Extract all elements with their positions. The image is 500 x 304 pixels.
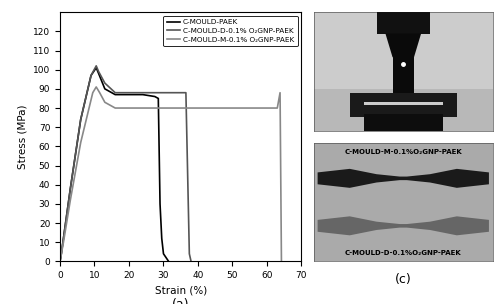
C-MOULD-M-0.1% O₂GNP-PAEK xyxy=(112,106,118,110)
Text: (c): (c) xyxy=(395,273,411,286)
C-MOULD-D-0.1% O₂GNP-PAEK xyxy=(60,237,66,240)
C-MOULD-PAEK xyxy=(160,252,166,256)
C-MOULD-PAEK xyxy=(159,237,165,240)
Line: C-MOULD-M-0.1% O₂GNP-PAEK: C-MOULD-M-0.1% O₂GNP-PAEK xyxy=(60,87,282,261)
C-MOULD-PAEK xyxy=(157,202,163,206)
C-MOULD-PAEK xyxy=(102,87,108,91)
C-MOULD-M-0.1% O₂GNP-PAEK xyxy=(96,91,102,95)
C-MOULD-D-0.1% O₂GNP-PAEK xyxy=(140,91,146,95)
Legend: C-MOULD-PAEK, C-MOULD-D-0.1% O₂GNP-PAEK, C-MOULD-M-0.1% O₂GNP-PAEK: C-MOULD-PAEK, C-MOULD-D-0.1% O₂GNP-PAEK,… xyxy=(164,16,298,46)
C-MOULD-D-0.1% O₂GNP-PAEK xyxy=(174,91,180,95)
C-MOULD-PAEK xyxy=(57,260,63,263)
Bar xyxy=(314,12,492,89)
C-MOULD-M-0.1% O₂GNP-PAEK xyxy=(58,254,64,257)
C-MOULD-PAEK xyxy=(112,93,118,96)
C-MOULD-D-0.1% O₂GNP-PAEK xyxy=(183,91,189,95)
C-MOULD-PAEK xyxy=(93,66,99,70)
Polygon shape xyxy=(386,33,421,57)
C-MOULD-M-0.1% O₂GNP-PAEK xyxy=(90,91,96,95)
C-MOULD-M-0.1% O₂GNP-PAEK xyxy=(126,106,132,110)
C-MOULD-PAEK xyxy=(152,95,158,98)
C-MOULD-PAEK xyxy=(88,74,94,77)
Bar xyxy=(376,12,430,33)
C-MOULD-M-0.1% O₂GNP-PAEK xyxy=(102,100,108,104)
C-MOULD-M-0.1% O₂GNP-PAEK xyxy=(143,106,149,110)
C-MOULD-M-0.1% O₂GNP-PAEK xyxy=(274,106,280,110)
C-MOULD-D-0.1% O₂GNP-PAEK xyxy=(157,91,163,95)
C-MOULD-M-0.1% O₂GNP-PAEK xyxy=(246,106,252,110)
C-MOULD-M-0.1% O₂GNP-PAEK xyxy=(195,106,201,110)
C-MOULD-M-0.1% O₂GNP-PAEK xyxy=(230,106,235,110)
Line: C-MOULD-PAEK: C-MOULD-PAEK xyxy=(60,68,168,261)
Bar xyxy=(392,57,414,95)
C-MOULD-M-0.1% O₂GNP-PAEK xyxy=(68,198,73,202)
Polygon shape xyxy=(318,169,489,188)
C-MOULD-D-0.1% O₂GNP-PAEK xyxy=(186,252,192,256)
C-MOULD-D-0.1% O₂GNP-PAEK xyxy=(58,254,64,257)
C-MOULD-D-0.1% O₂GNP-PAEK xyxy=(96,70,102,74)
C-MOULD-M-0.1% O₂GNP-PAEK xyxy=(178,106,184,110)
C-MOULD-PAEK xyxy=(68,187,73,190)
C-MOULD-M-0.1% O₂GNP-PAEK xyxy=(57,260,63,263)
Text: C-MOULD-D-0.1%O₂GNP-PAEK: C-MOULD-D-0.1%O₂GNP-PAEK xyxy=(345,250,462,255)
X-axis label: Strain (%): Strain (%) xyxy=(154,286,207,296)
C-MOULD-M-0.1% O₂GNP-PAEK xyxy=(212,106,218,110)
Bar xyxy=(364,102,442,105)
C-MOULD-M-0.1% O₂GNP-PAEK xyxy=(277,91,283,95)
C-MOULD-M-0.1% O₂GNP-PAEK xyxy=(78,141,84,144)
C-MOULD-D-0.1% O₂GNP-PAEK xyxy=(188,260,194,263)
C-MOULD-M-0.1% O₂GNP-PAEK xyxy=(278,260,284,263)
C-MOULD-M-0.1% O₂GNP-PAEK xyxy=(60,240,66,244)
C-MOULD-M-0.1% O₂GNP-PAEK xyxy=(264,106,270,110)
Bar xyxy=(350,93,457,117)
C-MOULD-D-0.1% O₂GNP-PAEK xyxy=(93,64,99,68)
Text: (a): (a) xyxy=(172,298,190,304)
C-MOULD-PAEK xyxy=(58,254,64,257)
C-MOULD-PAEK xyxy=(78,118,84,121)
C-MOULD-D-0.1% O₂GNP-PAEK xyxy=(150,91,156,95)
C-MOULD-D-0.1% O₂GNP-PAEK xyxy=(126,91,132,95)
C-MOULD-PAEK xyxy=(96,72,102,75)
Polygon shape xyxy=(318,216,489,235)
Text: C-MOULD-M-0.1%O₂GNP-PAEK: C-MOULD-M-0.1%O₂GNP-PAEK xyxy=(344,149,462,155)
C-MOULD-D-0.1% O₂GNP-PAEK xyxy=(102,81,108,85)
C-MOULD-D-0.1% O₂GNP-PAEK xyxy=(164,91,170,95)
Text: (b): (b) xyxy=(394,143,412,156)
C-MOULD-M-0.1% O₂GNP-PAEK xyxy=(160,106,166,110)
C-MOULD-PAEK xyxy=(166,260,172,263)
C-MOULD-PAEK xyxy=(60,237,66,240)
C-MOULD-D-0.1% O₂GNP-PAEK xyxy=(57,260,63,263)
Y-axis label: Stress (MPa): Stress (MPa) xyxy=(18,105,28,169)
C-MOULD-D-0.1% O₂GNP-PAEK xyxy=(88,74,94,77)
C-MOULD-PAEK xyxy=(126,93,132,96)
C-MOULD-D-0.1% O₂GNP-PAEK xyxy=(112,91,118,95)
C-MOULD-PAEK xyxy=(156,97,162,100)
C-MOULD-D-0.1% O₂GNP-PAEK xyxy=(78,118,84,121)
Bar xyxy=(364,114,442,131)
Line: C-MOULD-D-0.1% O₂GNP-PAEK: C-MOULD-D-0.1% O₂GNP-PAEK xyxy=(60,66,191,261)
C-MOULD-D-0.1% O₂GNP-PAEK xyxy=(68,187,73,190)
C-MOULD-PAEK xyxy=(140,93,146,96)
C-MOULD-M-0.1% O₂GNP-PAEK xyxy=(93,85,99,89)
